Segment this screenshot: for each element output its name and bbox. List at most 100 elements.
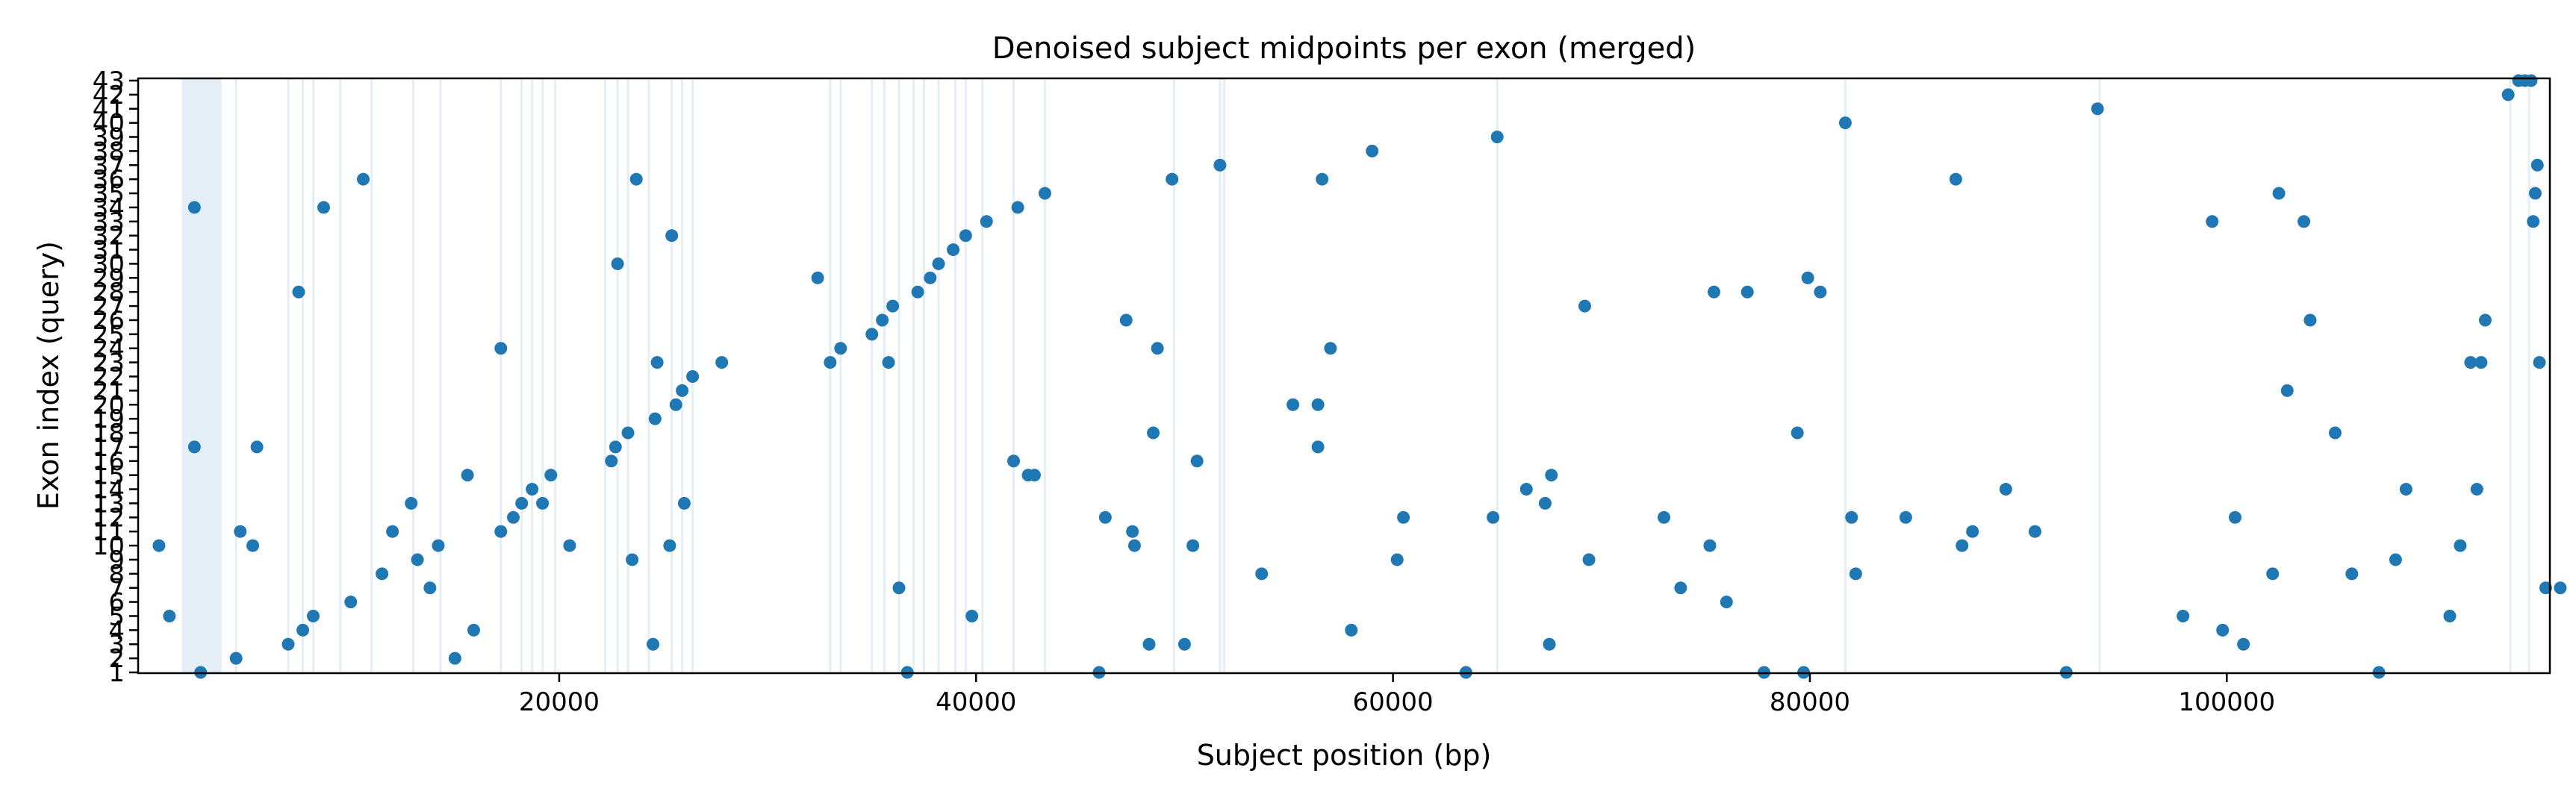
data-point — [609, 440, 622, 454]
data-point — [2528, 187, 2542, 200]
data-point — [1177, 637, 1191, 651]
data-point — [677, 496, 691, 510]
y-tick-label: 31 — [93, 236, 125, 266]
data-point — [307, 609, 320, 622]
data-point — [663, 539, 676, 552]
y-tick-label: 39 — [93, 123, 125, 153]
y-tick-label: 43 — [93, 66, 125, 96]
data-point — [2028, 525, 2041, 538]
x-tick-label: 20000 — [519, 687, 600, 717]
data-point — [1543, 637, 1556, 651]
data-point — [2530, 158, 2544, 172]
data-point — [965, 609, 979, 622]
data-point — [1390, 553, 1404, 566]
data-point — [386, 525, 399, 538]
data-point — [2524, 74, 2538, 87]
data-point — [411, 553, 424, 566]
data-point — [1190, 454, 1204, 468]
data-point — [947, 243, 960, 257]
data-point — [461, 469, 474, 482]
data-point — [1740, 285, 1754, 299]
data-point — [2533, 356, 2546, 369]
chart-title: Denoised subject midpoints per exon (mer… — [992, 31, 1696, 66]
data-point — [229, 652, 243, 665]
data-point — [647, 637, 660, 651]
x-tick-label: 100000 — [2178, 687, 2275, 717]
data-point — [980, 215, 993, 228]
data-points — [152, 74, 2567, 679]
data-point — [2399, 483, 2412, 496]
y-tick-label: 32 — [93, 222, 125, 252]
data-point — [1011, 201, 1024, 214]
data-point — [250, 440, 264, 454]
data-point — [669, 398, 682, 411]
y-tick-label: 10 — [93, 531, 125, 561]
data-point — [1038, 187, 1051, 200]
data-point — [2470, 483, 2483, 496]
highlight-bands — [181, 78, 222, 673]
data-point — [292, 285, 305, 299]
data-point — [2280, 384, 2294, 397]
data-point — [2177, 609, 2190, 622]
data-point — [423, 581, 437, 595]
data-point — [2454, 539, 2467, 552]
data-point — [2443, 609, 2457, 622]
data-point — [1814, 285, 1827, 299]
data-point — [317, 201, 330, 214]
data-point — [1999, 483, 2012, 496]
y-tick-label: 35 — [93, 179, 125, 209]
data-point — [1582, 553, 1596, 566]
y-tick-label: 9 — [108, 546, 125, 575]
data-point — [876, 313, 889, 327]
y-tick-label: 25 — [93, 320, 125, 350]
data-point — [629, 172, 643, 186]
data-point — [648, 412, 662, 425]
data-point — [432, 539, 445, 552]
data-point — [886, 299, 900, 313]
y-tick-label: 29 — [93, 263, 125, 293]
data-point — [811, 271, 824, 284]
data-point — [163, 609, 176, 622]
y-tick-label: 1 — [108, 658, 125, 688]
y-tick-label: 17 — [93, 433, 125, 463]
data-point — [2389, 553, 2402, 566]
data-point — [507, 510, 520, 524]
data-point — [650, 356, 664, 369]
data-point — [715, 356, 729, 369]
data-point — [686, 370, 700, 383]
y-tick-label: 36 — [93, 165, 125, 195]
data-point — [1027, 469, 1041, 482]
y-tick-label: 5 — [108, 602, 125, 631]
data-point — [1538, 496, 1552, 510]
data-point — [281, 637, 295, 651]
data-point — [1674, 581, 1687, 595]
y-tick-label: 26 — [93, 306, 125, 336]
data-point — [494, 525, 508, 538]
data-point — [357, 172, 370, 186]
y-axis-label: Exon index (query) — [32, 241, 65, 510]
data-point — [1119, 313, 1133, 327]
y-tick-label: 7 — [108, 574, 125, 604]
y-tick-label: 11 — [93, 517, 125, 547]
data-point — [563, 539, 576, 552]
data-point — [2501, 88, 2515, 101]
data-point — [1324, 342, 1337, 355]
data-point — [665, 229, 679, 243]
data-point — [544, 469, 558, 482]
data-point — [1316, 172, 1329, 186]
y-tick-label: 12 — [93, 503, 125, 533]
data-point — [676, 384, 689, 397]
y-tick-label: 6 — [108, 588, 125, 618]
data-point — [1801, 271, 1814, 284]
data-point — [1845, 510, 1858, 524]
data-point — [1287, 398, 1300, 411]
data-point — [1487, 510, 1500, 524]
data-point — [2228, 510, 2241, 524]
data-point — [1966, 525, 1979, 538]
data-point — [2303, 313, 2317, 327]
data-point — [1311, 440, 1325, 454]
data-point — [1545, 469, 1558, 482]
y-tick-label: 40 — [93, 109, 125, 139]
data-point — [1578, 299, 1591, 313]
